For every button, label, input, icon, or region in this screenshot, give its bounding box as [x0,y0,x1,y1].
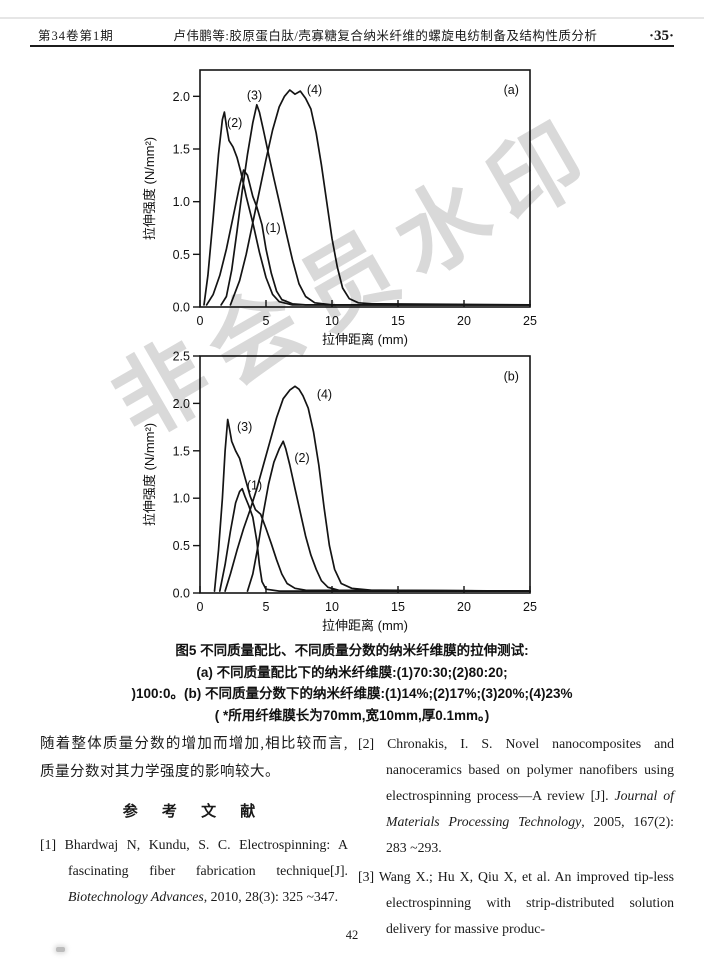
svg-text:1.0: 1.0 [173,492,190,506]
svg-text:(2): (2) [227,116,242,130]
header-divider [30,45,674,48]
tensile-chart-b: 0 5 10 15 20 25 0.0 0.5 1.0 1.5 2.0 2.5 拉伸距离 (mm) 拉伸强… [142,350,537,634]
left-column: 随着整体质量分数的增加而增加,相比较而言,质量分数对其力学强度的影响较大。 参 … [40,731,348,913]
svg-text:0.0: 0.0 [173,587,190,601]
right-column: [2] Chronakis, I. S. Novel nanocomposite… [358,731,674,945]
svg-text:拉伸距离 (mm): 拉伸距离 (mm) [322,332,408,347]
svg-text:10: 10 [325,314,339,328]
svg-text:0.0: 0.0 [173,301,190,315]
svg-text:25: 25 [523,600,537,614]
svg-text:1.0: 1.0 [173,195,190,209]
svg-text:(4): (4) [317,388,332,402]
running-title: 卢伟鹏等:胶原蛋白肽/壳寡糖复合纳米纤维的螺旋电纺制备及结构性质分析 [173,29,598,43]
figure-caption-line-3: )100:0。(b) 不同质量分数下的纳米纤维膜:(1)14%;(2)17%;(… [131,686,573,701]
figure-caption-line-4: ( *所用纤维膜长为70mm,宽10mm,厚0.1mm。) [214,707,490,723]
svg-text:10: 10 [325,600,339,614]
page-number: 42 [345,928,359,942]
svg-text:2.0: 2.0 [173,397,190,411]
reference-id: [2] [358,736,375,751]
reference-id: [3] [358,869,375,884]
svg-text:(3): (3) [237,420,252,434]
reference-text: Chronakis, I. S. Novel nanocomposites an… [386,736,674,855]
svg-text:拉伸强度 (N/mm²): 拉伸强度 (N/mm²) [142,137,157,240]
body-paragraph: 随着整体质量分数的增加而增加,相比较而言,质量分数对其力学强度的影响较大。 [40,736,348,780]
svg-text:2.0: 2.0 [173,90,190,104]
page-header: 第34卷第1期 卢伟鹏等:胶原蛋白肽/壳寡糖复合纳米纤维的螺旋电纺制备及结构性质… [38,25,674,45]
reference-id: [1] [40,837,57,852]
svg-text:25: 25 [523,314,537,328]
svg-text:5: 5 [263,314,270,328]
svg-text:(3): (3) [247,88,262,102]
svg-text:拉伸强度 (N/mm²): 拉伸强度 (N/mm²) [142,423,157,526]
svg-text:0.5: 0.5 [173,539,190,553]
scan-artifact-line [0,17,704,19]
scan-smudge [56,947,65,952]
figure-caption-line-1: 图5 不同质量配比、不同质量分数的纳米纤维膜的拉伸测试: [175,643,529,658]
reference-item-1: [1] Bhardwaj N, Kundu, S. C. Electrospin… [40,832,348,910]
figure-caption: 图5 不同质量配比、不同质量分数的纳米纤维膜的拉伸测试: (a) 不同质量配比下… [52,640,652,726]
journal-issue: 第34卷第1期 [38,29,114,43]
reference-item-3: [3] Wang X.; Hu X, Qiu X, et al. An impr… [358,864,674,942]
svg-text:0: 0 [197,600,204,614]
reference-text: Bhardwaj N, Kundu, S. C. Electrospinning… [64,837,348,904]
svg-text:(a): (a) [504,83,519,97]
header-page-number: ·35· [648,28,674,44]
svg-text:(b): (b) [504,370,519,384]
svg-text:0: 0 [197,314,204,328]
references-heading: 参 考 文 献 [122,803,266,820]
svg-text:拉伸距离 (mm): 拉伸距离 (mm) [322,618,408,633]
svg-text:15: 15 [391,314,405,328]
svg-text:20: 20 [457,600,471,614]
svg-text:1.5: 1.5 [173,143,190,157]
svg-text:20: 20 [457,314,471,328]
svg-text:15: 15 [391,600,405,614]
svg-text:1.5: 1.5 [173,444,190,458]
figure-caption-line-2: (a) 不同质量配比下的纳米纤维膜:(1)70:30;(2)80:20; [196,664,508,680]
reference-text: Wang X.; Hu X, Qiu X, et al. An improved… [378,869,675,936]
reference-item-2: [2] Chronakis, I. S. Novel nanocomposite… [358,731,674,861]
svg-text:(1): (1) [265,221,280,235]
svg-text:5: 5 [263,600,270,614]
tensile-chart-a: 0 5 10 15 20 25 0.0 0.5 1.0 1.5 2.0 拉伸距离 (mm) 拉伸强度 (… [142,69,537,347]
svg-text:(2): (2) [294,451,309,465]
svg-text:0.5: 0.5 [173,248,190,262]
svg-text:2.5: 2.5 [173,350,190,364]
svg-text:(4): (4) [307,83,322,97]
